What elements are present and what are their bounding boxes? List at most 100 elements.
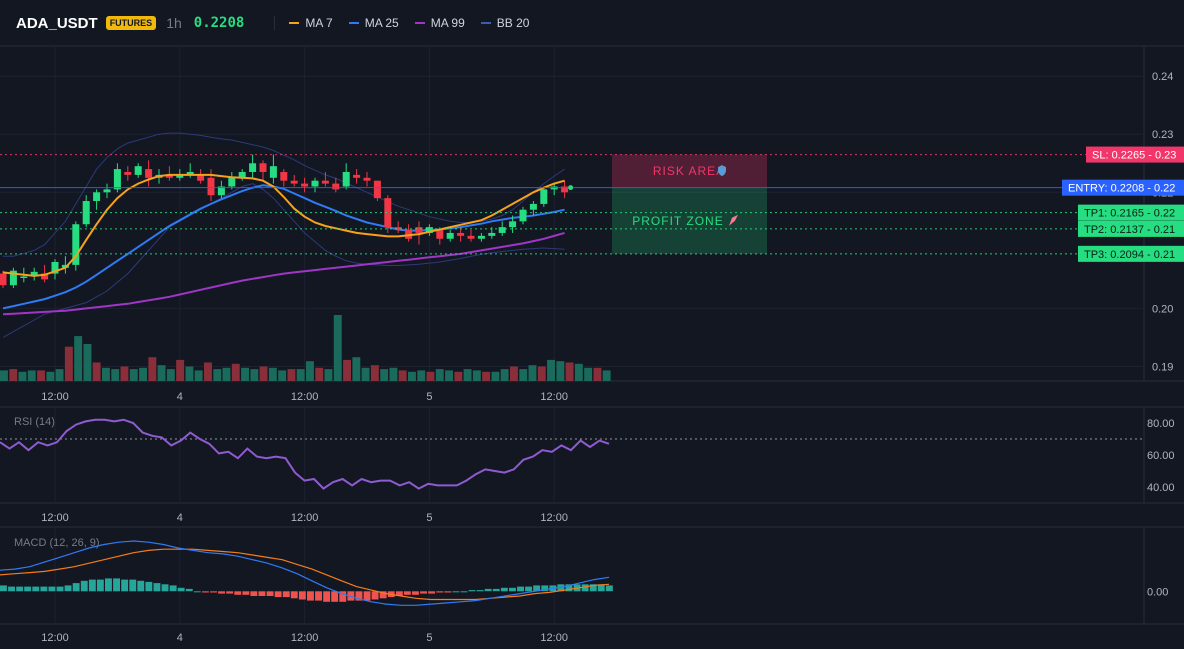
candle-body — [217, 186, 225, 196]
time-axis-tick: 5 — [426, 512, 432, 524]
candle-body — [30, 271, 38, 277]
volume-bar — [491, 371, 500, 381]
legend-ma25-label: MA 25 — [364, 16, 399, 30]
candle-body — [373, 180, 381, 199]
volume-bar — [352, 357, 361, 381]
macd-histogram-bar — [298, 591, 306, 600]
volume-bar — [574, 363, 583, 381]
volume-bar — [500, 369, 509, 381]
time-axis-tick: 12:00 — [540, 512, 568, 524]
volume-bar — [64, 346, 73, 381]
candle-body — [197, 174, 205, 181]
time-axis-tick: 4 — [177, 632, 183, 644]
macd-signal-line — [0, 548, 610, 601]
macd-histogram-bar — [533, 585, 541, 592]
time-axis-tick: 12:00 — [291, 512, 319, 524]
candle-body — [415, 227, 423, 233]
macd-histogram-bar — [129, 579, 137, 592]
volume-bar — [259, 366, 268, 381]
candle-body — [394, 227, 402, 231]
candle-body — [176, 174, 184, 178]
volume-bar — [204, 362, 212, 381]
macd-histogram-bar — [420, 591, 427, 594]
volume-bar — [333, 315, 342, 381]
take-profit-3-tag — [1078, 245, 1184, 262]
volume-bar — [268, 367, 277, 381]
macd-histogram-bar — [452, 591, 460, 593]
volume-bar — [306, 361, 314, 381]
volume-bar — [408, 371, 416, 381]
futures-badge: FUTURES — [105, 16, 157, 30]
volume-bar — [361, 367, 370, 381]
take-profit-1-tag-text: TP1: 0.2165 - 0.22 — [1084, 208, 1175, 220]
entry-tag — [1062, 179, 1184, 196]
candle-body — [446, 232, 454, 239]
candle-body — [51, 261, 59, 274]
price-axis-tick: 0.20 — [1152, 303, 1173, 315]
macd-histogram-bar — [40, 586, 48, 592]
volume-bar — [129, 369, 138, 381]
macd-histogram-bar — [48, 586, 56, 592]
macd-histogram-bar — [185, 588, 193, 592]
macd-histogram-bar — [177, 587, 185, 592]
candle-body — [425, 227, 433, 233]
candle-body — [540, 189, 548, 204]
indicator-legend: MA 7 MA 25 MA 99 BB 20 — [289, 16, 545, 30]
volume-bar — [593, 367, 602, 381]
macd-histogram-bar — [323, 591, 331, 602]
candle-body — [93, 192, 101, 202]
symbol-name[interactable]: ADA_USDT — [16, 14, 98, 32]
volume-bar — [166, 369, 175, 381]
macd-histogram-bar — [250, 591, 258, 596]
macd-histogram-bar — [234, 591, 242, 595]
candle-body — [321, 180, 329, 184]
legend-ma25[interactable]: MA 25 — [348, 16, 399, 30]
macd-histogram-bar — [589, 584, 597, 592]
candle-body — [20, 276, 28, 278]
macd-histogram-bar — [517, 586, 524, 592]
timeframe-label[interactable]: 1h — [166, 15, 182, 31]
macd-histogram-bar — [96, 579, 104, 592]
volume-bar — [584, 367, 593, 381]
volume-bar — [148, 357, 157, 381]
price-axis-tick: 0.24 — [1152, 71, 1173, 83]
macd-histogram-bar — [282, 591, 290, 598]
macd-histogram-bar — [64, 585, 72, 592]
legend-ma99[interactable]: MA 99 — [414, 16, 465, 30]
macd-histogram-bar — [412, 591, 419, 595]
volume-bar — [287, 369, 296, 381]
macd-histogram-bar — [363, 591, 371, 601]
macd-histogram-bar — [307, 591, 314, 601]
candle-body — [249, 163, 257, 172]
stop-loss-tag — [1086, 146, 1184, 163]
candle-body — [145, 169, 153, 178]
candle-body — [72, 224, 80, 265]
candle-body — [280, 171, 288, 181]
volume-bar — [92, 362, 101, 381]
volume-bar — [519, 369, 528, 381]
macd-histogram-bar — [525, 586, 532, 592]
macd-histogram-bar — [436, 591, 444, 593]
macd-histogram-bar — [202, 591, 209, 593]
candle-body — [269, 166, 277, 178]
volume-bar — [547, 359, 555, 381]
candle-body — [519, 209, 527, 222]
last-price-marker — [568, 185, 574, 191]
macd-histogram-bar — [355, 591, 363, 601]
volume-bar — [83, 344, 92, 381]
macd-histogram-bar — [137, 580, 145, 592]
profit-zone-label: PROFIT ZONE — [632, 214, 723, 228]
candle-body — [529, 203, 537, 210]
shield-icon — [718, 165, 726, 177]
take-profit-2-tag-text: TP2: 0.2137 - 0.21 — [1084, 224, 1175, 236]
legend-ma7[interactable]: MA 7 — [289, 16, 333, 30]
candle-body — [113, 169, 121, 190]
macd-histogram-bar — [565, 584, 573, 592]
legend-bb20[interactable]: BB 20 — [480, 16, 529, 30]
ma99-line — [2, 231, 565, 316]
volume-bar — [315, 367, 324, 381]
macd-histogram-bar — [145, 581, 153, 592]
time-axis-tick: 12:00 — [291, 391, 319, 403]
volume-bar — [380, 369, 389, 381]
